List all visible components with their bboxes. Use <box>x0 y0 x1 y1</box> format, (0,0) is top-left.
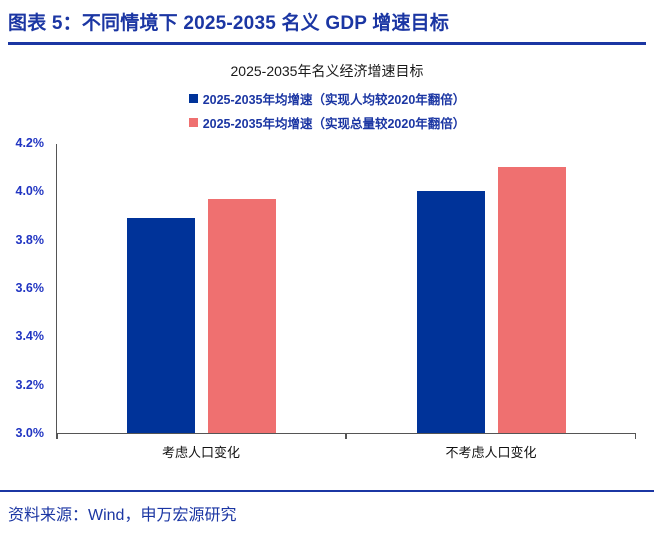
footer-divider <box>0 490 654 492</box>
y-tick-label: 3.4% <box>15 329 45 344</box>
bar-series0-cat1 <box>416 191 485 433</box>
y-tick-label: 3.8% <box>15 232 45 247</box>
legend-item-0: 2025-2035年均增速（实现人均较2020年翻倍） <box>188 89 466 108</box>
plot-region: 3.0% 3.2% 3.4% 3.6% 3.8% 4.0% 4.2% 考虑人口变化 不考虑人口… <box>0 136 654 474</box>
legend: 2025-2035年均增速（实现人均较2020年翻倍） 2025-2035年均增速… <box>0 89 654 132</box>
y-axis-labels: 3.0% 3.2% 3.4% 3.6% 3.8% 4.0% 4.2% <box>0 136 50 440</box>
bar-group-0 <box>57 144 347 433</box>
legend-label: 2025-2035年均增速（实现总量较2020年翻倍） <box>202 117 466 131</box>
legend-swatch-icon <box>188 118 198 127</box>
figure-footer: 资料来源：Wind，申万宏源研究 <box>0 490 654 535</box>
figure-title: 图表 5：不同情境下 2025-2035 名义 GDP 增速目标 <box>8 13 450 34</box>
y-tick-label: 4.0% <box>15 184 45 199</box>
bar-group-1 <box>347 144 637 433</box>
y-tick-label: 3.0% <box>15 426 45 440</box>
y-tick-label: 3.2% <box>15 377 45 392</box>
plot-area <box>56 144 636 434</box>
x-axis-labels: 考虑人口变化 不考虑人口变化 <box>56 442 636 461</box>
x-axis-tick <box>345 434 347 439</box>
legend-item-1: 2025-2035年均增速（实现总量较2020年翻倍） <box>188 113 466 132</box>
chart-title: 2025-2035年名义经济增速目标 <box>230 63 424 79</box>
y-tick-label: 3.6% <box>15 281 45 295</box>
bar-series1-cat0 <box>208 198 277 433</box>
x-axis-tick <box>634 434 636 439</box>
x-category-label-0: 考虑人口变化 <box>161 445 240 460</box>
x-category-label-1: 不考虑人口变化 <box>445 445 537 460</box>
x-axis-tick <box>56 434 58 439</box>
legend-swatch-icon <box>188 94 198 103</box>
y-tick-label: 4.2% <box>15 136 45 150</box>
legend-label: 2025-2035年均增速（实现人均较2020年翻倍） <box>202 93 466 107</box>
source-note: 资料来源：Wind，申万宏源研究 <box>8 507 237 524</box>
figure-header: 图表 5：不同情境下 2025-2035 名义 GDP 增速目标 <box>0 0 654 45</box>
bar-series0-cat0 <box>127 217 196 433</box>
bar-chart: 2025-2035年名义经济增速目标 2025-2035年均增速（实现人均较20… <box>0 61 654 474</box>
bar-series1-cat1 <box>497 167 566 433</box>
header-divider <box>8 42 646 45</box>
x-axis-ticks <box>56 434 636 439</box>
